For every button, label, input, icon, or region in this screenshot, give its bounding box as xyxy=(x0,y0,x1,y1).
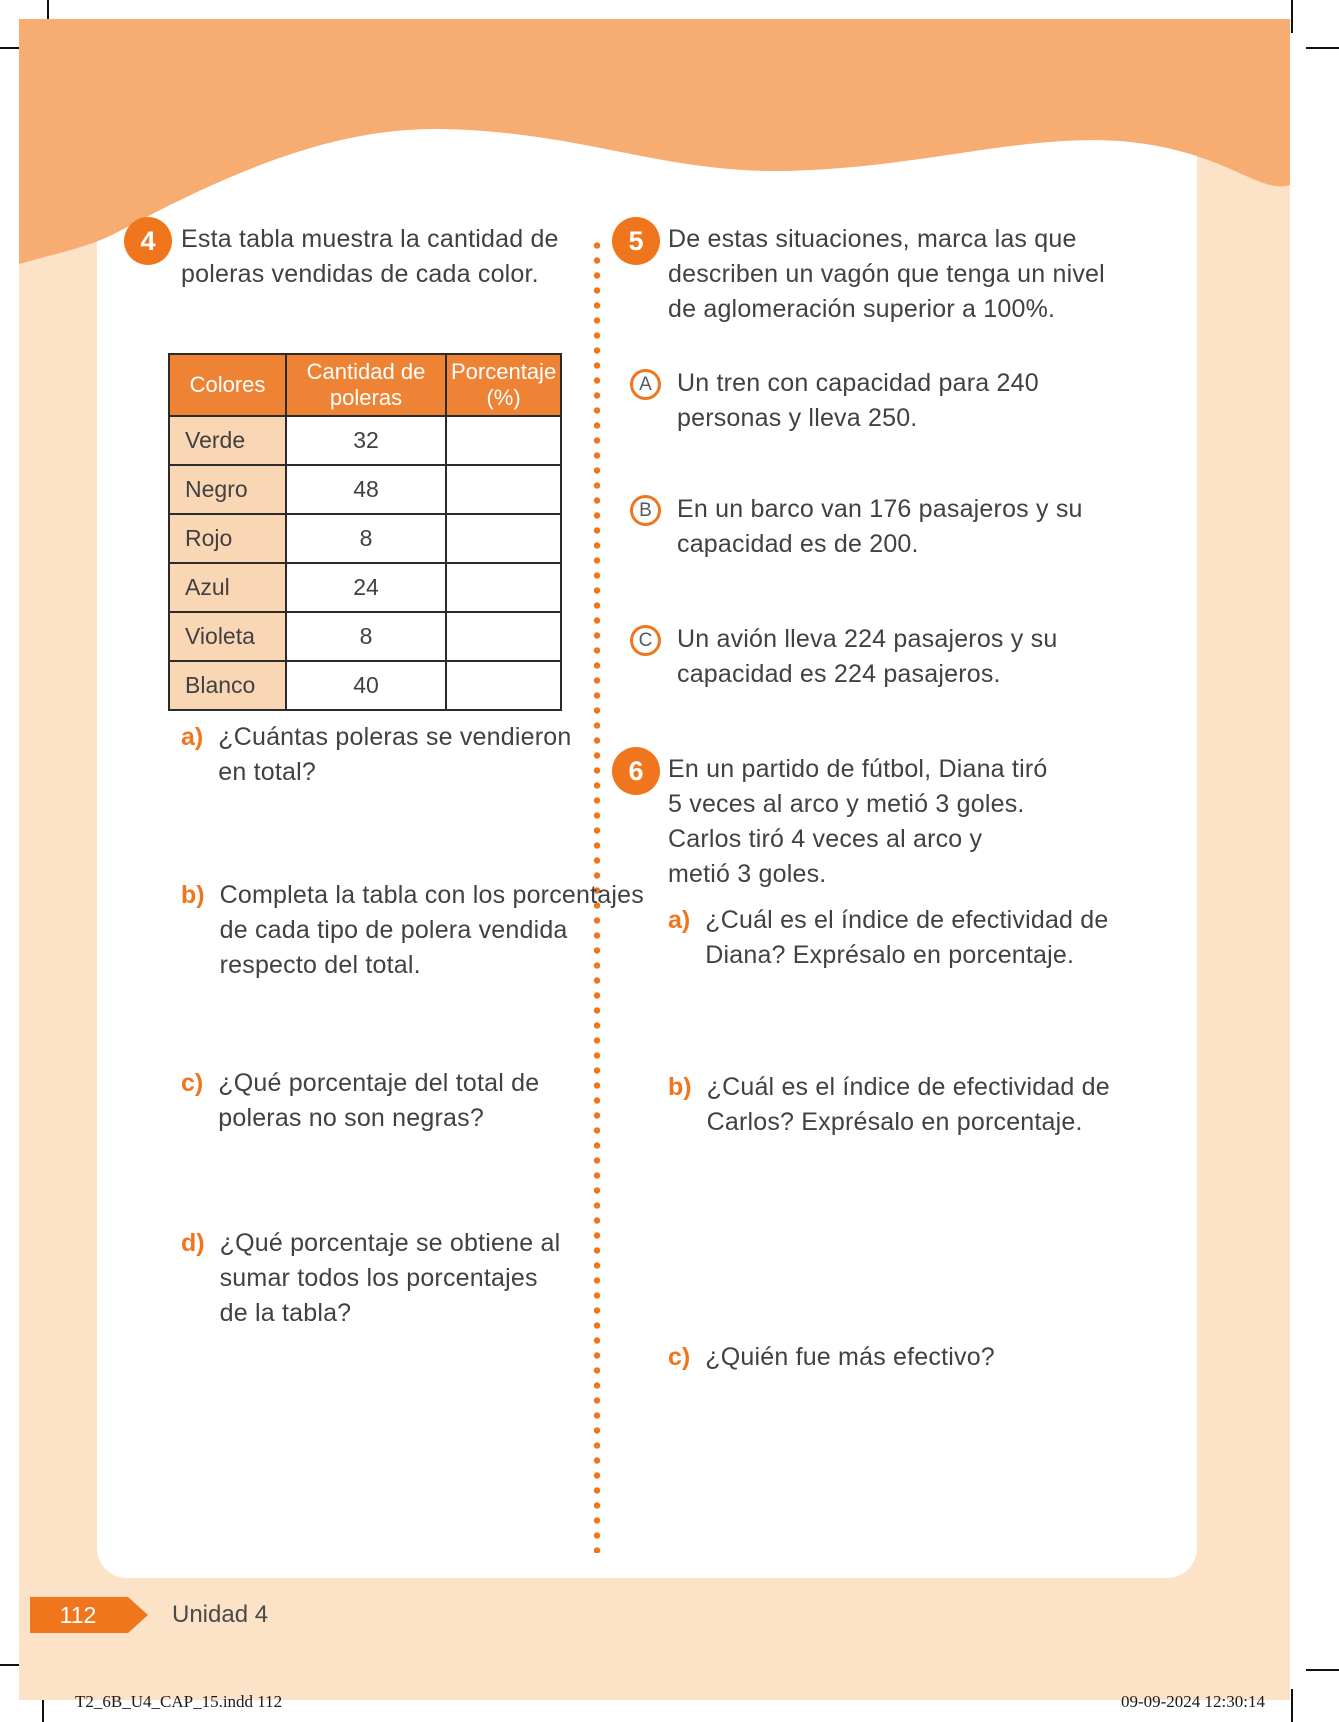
table-row: Violeta 8 xyxy=(168,611,563,662)
option-text: Un avión lleva 224 pasajeros y su capaci… xyxy=(677,625,1058,688)
table-row: Rojo 8 xyxy=(168,513,563,564)
color-cell: Violeta xyxy=(168,611,287,662)
color-cell: Blanco xyxy=(168,660,287,711)
percentage-cell-empty xyxy=(444,562,563,613)
table-header-colores: Colores xyxy=(168,353,287,417)
question-text: ¿Cuántas poleras se vendieron en total? xyxy=(218,723,572,786)
unit-label: Unidad 4 xyxy=(172,1601,269,1628)
exercise-6-prompt: En un partido de fútbol, Diana tiró 5 ve… xyxy=(668,755,1048,888)
question-4b: b) Completa la tabla con los porcentajes… xyxy=(181,878,644,983)
exercise-5-prompt: De estas situaciones, marca las que desc… xyxy=(668,225,1105,323)
quantity-cell: 48 xyxy=(285,464,447,515)
exercise-4-prompt: Esta tabla muestra la cantidad de polera… xyxy=(181,225,559,288)
question-text: ¿Cuál es el índice de efectividad de Dia… xyxy=(705,906,1109,969)
question-label: a) xyxy=(668,906,691,934)
percentage-cell-empty xyxy=(444,415,563,466)
percentage-cell-empty xyxy=(444,660,563,711)
quantity-cell: 8 xyxy=(285,611,447,662)
crop-mark-top-right-v xyxy=(1291,0,1293,33)
table-row: Azul 24 xyxy=(168,562,563,613)
exercise-4-badge: 4 xyxy=(124,217,172,265)
print-footer-right: 09-09-2024 12:30:14 xyxy=(1120,1692,1265,1711)
question-label: d) xyxy=(181,1229,205,1257)
option-b: B En un barco van 176 pasajeros y su cap… xyxy=(630,492,1083,562)
crop-mark-top-left-h xyxy=(0,47,33,49)
shirt-color-table: Colores Cantidad de poleras Porcentaje (… xyxy=(168,353,563,711)
option-text: Un tren con capacidad para 240 personas … xyxy=(677,369,1039,432)
column-divider xyxy=(593,238,601,1553)
page-number-tab: 112 xyxy=(30,1597,148,1633)
question-label: b) xyxy=(181,881,205,909)
percentage-cell-empty xyxy=(444,611,563,662)
print-footer-left: T2_6B_U4_CAP_15.indd 112 xyxy=(75,1692,283,1711)
question-label: c) xyxy=(181,1069,204,1097)
table-row: Negro 48 xyxy=(168,464,563,515)
table-header-cantidad: Cantidad de poleras xyxy=(285,353,447,417)
crop-mark-bottom-left-h xyxy=(0,1664,28,1666)
percentage-cell-empty xyxy=(444,513,563,564)
exercise-5-badge: 5 xyxy=(612,217,660,265)
question-4c: c) ¿Qué porcentaje del total de poleras … xyxy=(181,1066,539,1136)
question-4d: d) ¿Qué porcentaje se obtiene al sumar t… xyxy=(181,1226,560,1331)
question-label: c) xyxy=(668,1343,691,1371)
question-text: ¿Cuál es el índice de efectividad de Car… xyxy=(706,1073,1110,1136)
table-row: Blanco 40 xyxy=(168,660,563,711)
quantity-cell: 32 xyxy=(285,415,447,466)
quantity-cell: 24 xyxy=(285,562,447,613)
color-cell: Azul xyxy=(168,562,287,613)
crop-mark-top-left-v xyxy=(47,0,49,33)
option-letter-circle: B xyxy=(630,495,661,526)
header-wave xyxy=(19,19,1290,264)
question-6a: a) ¿Cuál es el índice de efectividad de … xyxy=(668,903,1109,973)
option-letter-circle: C xyxy=(630,625,661,656)
question-label: b) xyxy=(668,1073,692,1101)
question-6c: c) ¿Quién fue más efectivo? xyxy=(668,1340,995,1375)
table-row: Verde 32 xyxy=(168,415,563,466)
quantity-cell: 8 xyxy=(285,513,447,564)
color-cell: Rojo xyxy=(168,513,287,564)
crop-mark-bottom-right-v xyxy=(1291,1689,1293,1722)
color-cell: Negro xyxy=(168,464,287,515)
option-c: C Un avión lleva 224 pasajeros y su capa… xyxy=(630,622,1057,692)
table-header-row: Colores Cantidad de poleras Porcentaje (… xyxy=(168,353,563,417)
crop-mark-top-right-h xyxy=(1306,47,1339,49)
exercise-6-badge: 6 xyxy=(612,747,660,795)
option-letter-circle: A xyxy=(630,369,661,400)
crop-mark-bottom-right-h xyxy=(1306,1669,1339,1671)
question-text: Completa la tabla con los porcentajes de… xyxy=(219,881,644,979)
option-a: A Un tren con capacidad para 240 persona… xyxy=(630,366,1039,436)
color-cell: Verde xyxy=(168,415,287,466)
percentage-cell-empty xyxy=(444,464,563,515)
question-4a: a) ¿Cuántas poleras se vendieron en tota… xyxy=(181,720,571,790)
question-6b: b) ¿Cuál es el índice de efectividad de … xyxy=(668,1070,1110,1140)
quantity-cell: 40 xyxy=(285,660,447,711)
crop-mark-bottom-left-v xyxy=(42,1689,44,1722)
question-text: ¿Qué porcentaje del total de poleras no … xyxy=(218,1069,540,1132)
question-text: ¿Quién fue más efectivo? xyxy=(705,1343,995,1371)
option-text: En un barco van 176 pasajeros y su capac… xyxy=(677,495,1083,558)
question-label: a) xyxy=(181,723,204,751)
question-text: ¿Qué porcentaje se obtiene al sumar todo… xyxy=(219,1229,561,1327)
table-header-porcentaje: Porcentaje (%) xyxy=(444,353,563,417)
